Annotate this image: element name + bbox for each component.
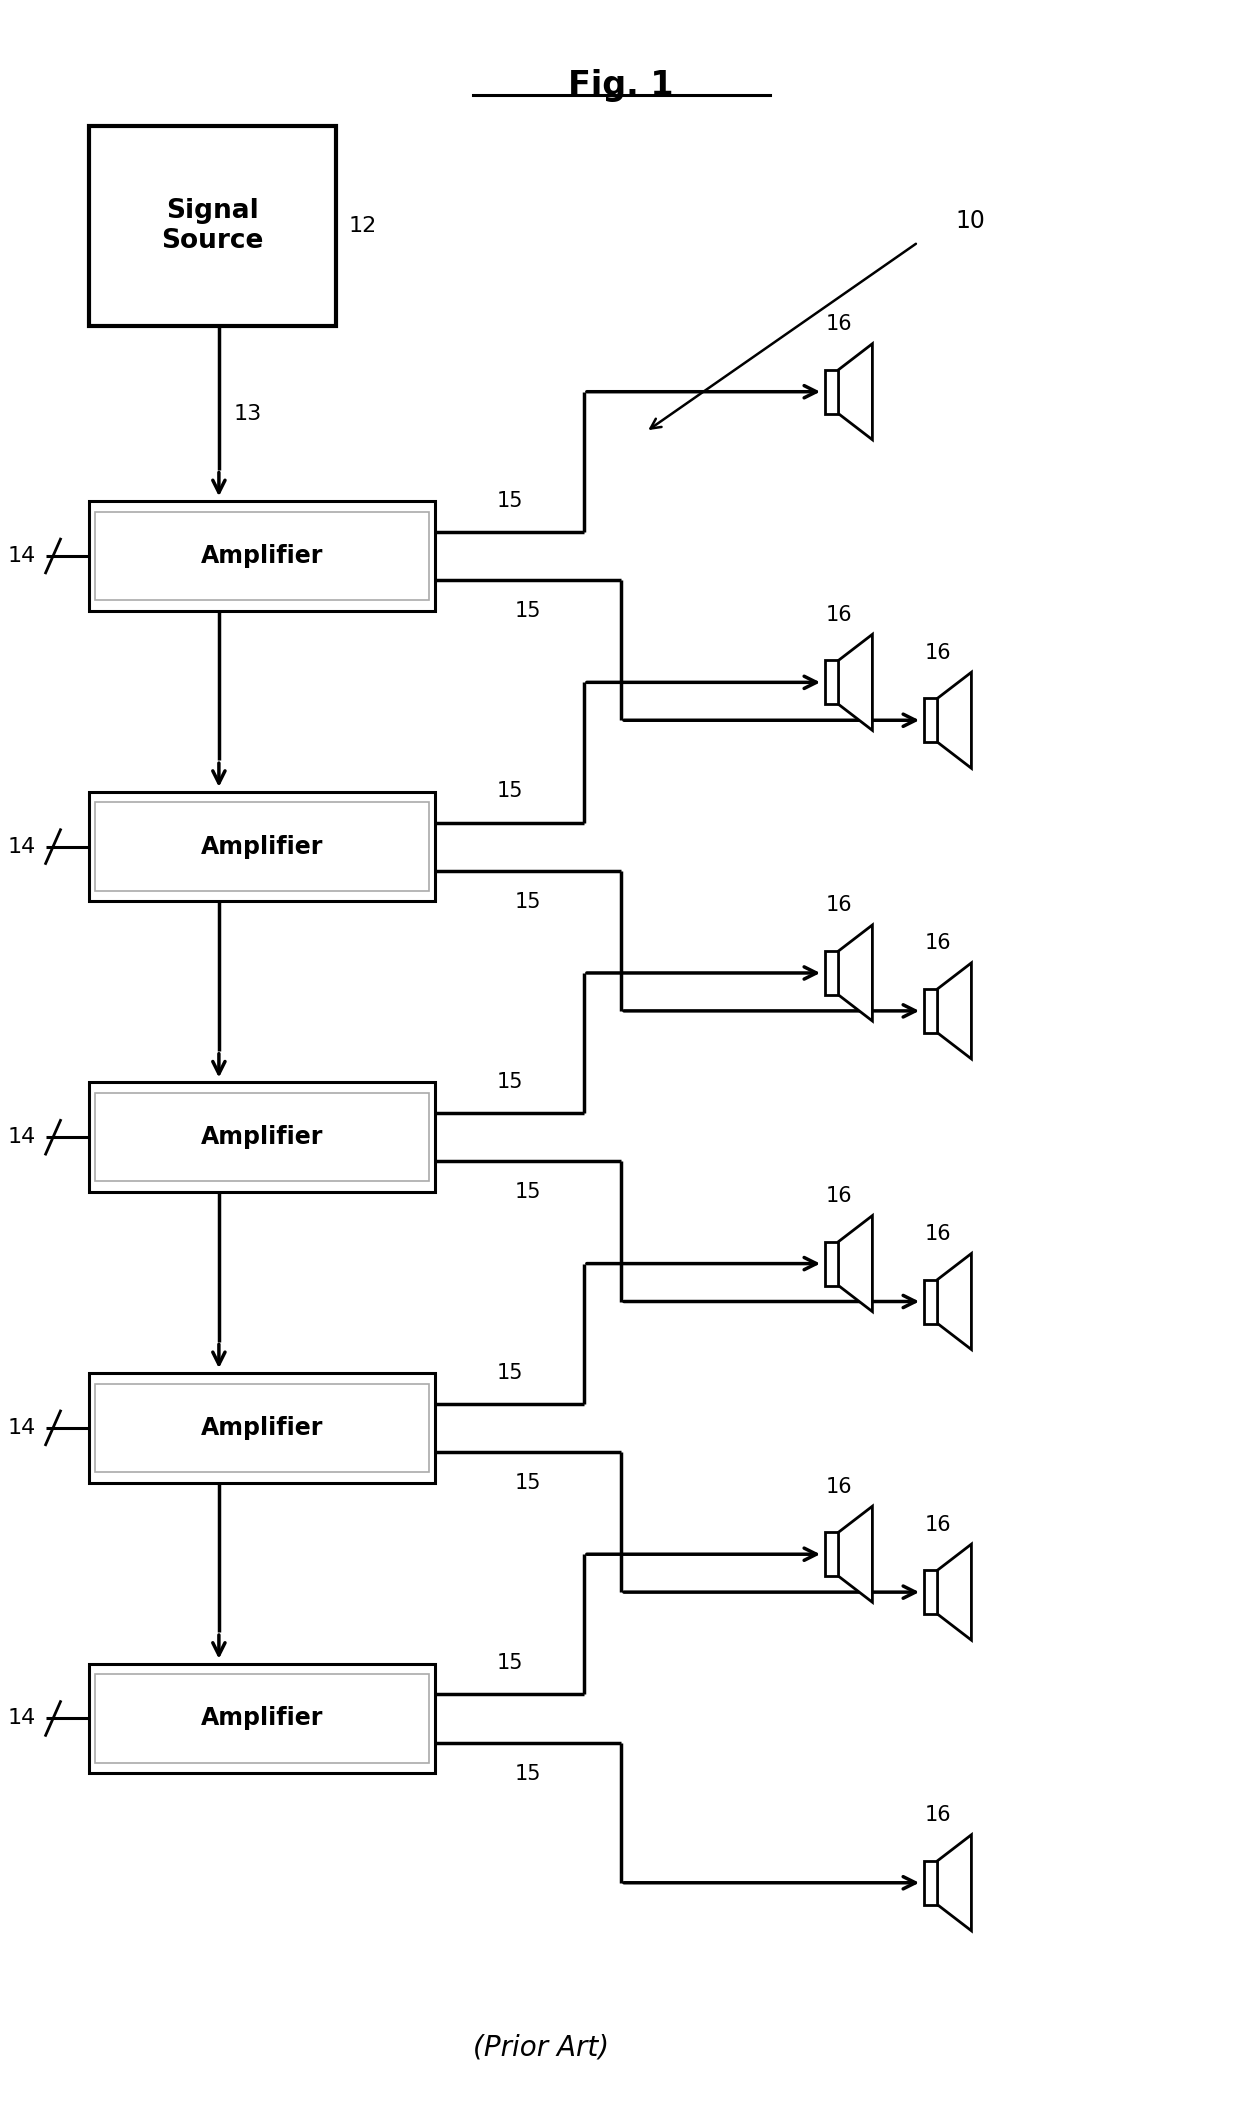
Polygon shape bbox=[826, 1243, 838, 1285]
Bar bbox=[89, 1664, 435, 1773]
Polygon shape bbox=[826, 952, 838, 994]
Text: 10: 10 bbox=[955, 208, 986, 234]
Polygon shape bbox=[838, 925, 873, 1021]
Text: Signal
Source: Signal Source bbox=[161, 198, 264, 255]
Text: 15: 15 bbox=[496, 491, 523, 512]
Polygon shape bbox=[838, 1506, 873, 1603]
Text: 12: 12 bbox=[348, 217, 377, 236]
Text: 15: 15 bbox=[515, 1472, 542, 1493]
Text: 16: 16 bbox=[826, 1476, 853, 1497]
Polygon shape bbox=[924, 699, 937, 741]
Text: Fig. 1: Fig. 1 bbox=[568, 69, 673, 103]
Text: 14: 14 bbox=[7, 1708, 36, 1729]
Text: 13: 13 bbox=[234, 404, 262, 423]
Text: 15: 15 bbox=[496, 1072, 523, 1093]
Text: 16: 16 bbox=[925, 1805, 952, 1826]
Bar bbox=[95, 1384, 429, 1472]
Text: 16: 16 bbox=[925, 1224, 952, 1245]
Polygon shape bbox=[937, 1544, 971, 1641]
Polygon shape bbox=[838, 634, 873, 731]
Text: 15: 15 bbox=[515, 600, 542, 621]
Text: 15: 15 bbox=[515, 891, 542, 912]
Text: 14: 14 bbox=[7, 545, 36, 567]
Text: Amplifier: Amplifier bbox=[201, 1415, 324, 1441]
Polygon shape bbox=[924, 990, 937, 1032]
Text: 16: 16 bbox=[826, 1186, 853, 1207]
Text: Amplifier: Amplifier bbox=[201, 543, 324, 569]
Text: 16: 16 bbox=[925, 1514, 952, 1535]
Bar bbox=[95, 802, 429, 891]
Bar bbox=[89, 501, 435, 611]
Text: 16: 16 bbox=[826, 604, 853, 625]
Text: 14: 14 bbox=[7, 1417, 36, 1438]
Text: 14: 14 bbox=[7, 836, 36, 857]
Text: 14: 14 bbox=[7, 1127, 36, 1148]
Bar bbox=[89, 792, 435, 901]
Bar bbox=[95, 1093, 429, 1181]
Polygon shape bbox=[826, 371, 838, 413]
Text: 16: 16 bbox=[826, 314, 853, 335]
Polygon shape bbox=[937, 1253, 971, 1350]
Bar bbox=[89, 1082, 435, 1192]
Polygon shape bbox=[937, 672, 971, 769]
Polygon shape bbox=[924, 1862, 937, 1904]
Text: Amplifier: Amplifier bbox=[201, 1706, 324, 1731]
Polygon shape bbox=[937, 1834, 971, 1931]
Polygon shape bbox=[924, 1280, 937, 1323]
Polygon shape bbox=[838, 343, 873, 440]
Text: 15: 15 bbox=[496, 1653, 523, 1674]
Text: 16: 16 bbox=[925, 642, 952, 663]
Polygon shape bbox=[826, 1533, 838, 1575]
Bar bbox=[89, 126, 336, 326]
Text: Amplifier: Amplifier bbox=[201, 834, 324, 859]
Bar bbox=[95, 512, 429, 600]
Bar bbox=[89, 1373, 435, 1483]
Text: 16: 16 bbox=[925, 933, 952, 954]
Text: 16: 16 bbox=[826, 895, 853, 916]
Polygon shape bbox=[937, 962, 971, 1059]
Polygon shape bbox=[838, 1215, 873, 1312]
Polygon shape bbox=[826, 661, 838, 703]
Text: (Prior Art): (Prior Art) bbox=[472, 2032, 609, 2062]
Text: 15: 15 bbox=[515, 1181, 542, 1203]
Text: 15: 15 bbox=[496, 1363, 523, 1384]
Text: Amplifier: Amplifier bbox=[201, 1125, 324, 1150]
Bar bbox=[95, 1674, 429, 1763]
Text: 15: 15 bbox=[496, 781, 523, 802]
Text: 15: 15 bbox=[515, 1763, 542, 1784]
Polygon shape bbox=[924, 1571, 937, 1613]
